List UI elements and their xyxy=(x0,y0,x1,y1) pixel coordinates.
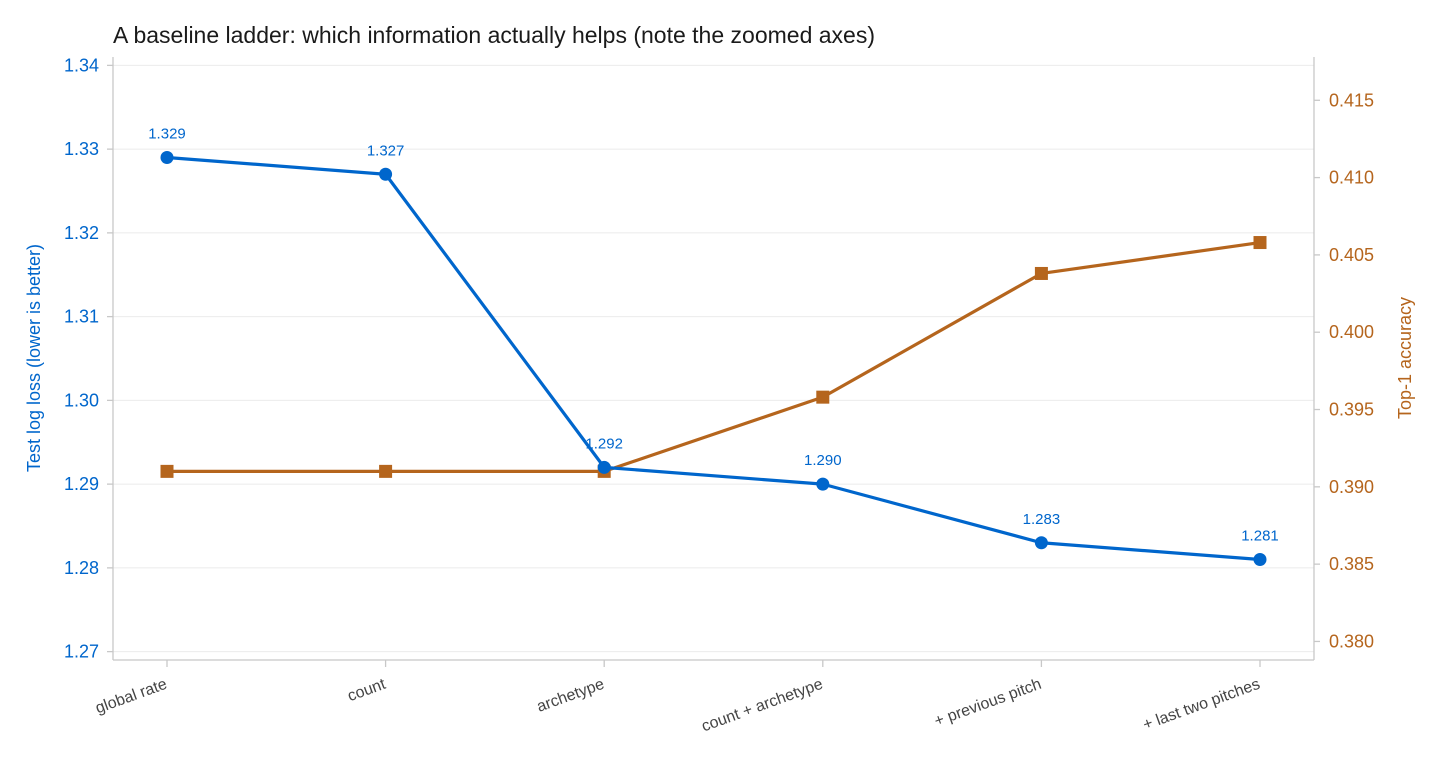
right-tick-label: 0.380 xyxy=(1329,631,1374,651)
x-tick-label: + last two pitches xyxy=(1141,676,1263,734)
y-axis-label-right: Top-1 accuracy xyxy=(1395,297,1415,419)
left-tick-label: 1.27 xyxy=(64,642,99,662)
x-tick-label: count xyxy=(345,676,388,706)
log-loss-line xyxy=(166,155,1261,562)
data-label: 1.290 xyxy=(804,452,842,469)
data-label: 1.329 xyxy=(148,126,186,143)
left-tick-label: 1.28 xyxy=(64,558,99,578)
x-tick-label: archetype xyxy=(535,676,607,716)
log-loss-marker xyxy=(379,167,393,181)
accuracy-marker xyxy=(1034,266,1048,280)
left-tick-label: 1.33 xyxy=(64,139,99,159)
data-label: 1.292 xyxy=(585,435,623,452)
right-tick-label: 0.400 xyxy=(1329,322,1374,342)
accuracy-series xyxy=(160,236,1267,478)
x-tick-label: global rate xyxy=(93,676,169,718)
x-tick-label: + previous pitch xyxy=(932,676,1044,730)
data-label: 1.283 xyxy=(1023,511,1061,528)
data-label: 1.281 xyxy=(1241,528,1279,545)
right-tick-label: 0.395 xyxy=(1329,400,1374,420)
left-tick-label: 1.32 xyxy=(64,223,99,243)
left-tick-label: 1.34 xyxy=(64,55,99,75)
right-axis-ticks: 0.380 0.385 0.390 0.395 0.400 0.405 0.410 0.415 xyxy=(1314,90,1374,651)
chart-title: A baseline ladder: which information act… xyxy=(113,22,875,48)
x-tick-label: count + archetype xyxy=(699,676,825,736)
accuracy-line xyxy=(167,240,1261,473)
x-axis-ticks: global rate count archetype count + archety… xyxy=(93,660,1262,735)
left-tick-label: 1.31 xyxy=(64,307,99,327)
log-loss-marker xyxy=(160,151,174,164)
left-tick-label: 1.30 xyxy=(64,390,99,410)
right-tick-label: 0.410 xyxy=(1329,168,1374,188)
left-tick-label: 1.29 xyxy=(64,474,99,494)
left-axis-ticks: 1.27 1.28 1.29 1.30 1.31 1.32 1.33 1.34 xyxy=(64,55,113,662)
right-tick-label: 0.390 xyxy=(1329,477,1374,497)
accuracy-marker xyxy=(1253,236,1267,250)
accuracy-marker xyxy=(379,464,393,478)
log-loss-marker xyxy=(597,460,611,474)
accuracy-marker xyxy=(160,464,174,478)
y-axis-label-left: Test log loss (lower is better) xyxy=(24,244,44,472)
right-tick-label: 0.385 xyxy=(1329,554,1374,574)
log-loss-marker xyxy=(1253,553,1267,566)
right-tick-label: 0.405 xyxy=(1329,245,1374,265)
right-tick-label: 0.415 xyxy=(1329,90,1374,110)
grid-lines xyxy=(113,64,1314,653)
data-labels: 1.329 1.327 1.292 1.290 1.283 1.281 xyxy=(148,126,1279,545)
log-loss-marker xyxy=(816,477,830,491)
accuracy-marker xyxy=(816,390,830,404)
log-loss-series xyxy=(160,151,1267,566)
log-loss-marker xyxy=(1034,536,1048,550)
data-label: 1.327 xyxy=(367,142,405,159)
axis-spines xyxy=(112,57,1315,661)
